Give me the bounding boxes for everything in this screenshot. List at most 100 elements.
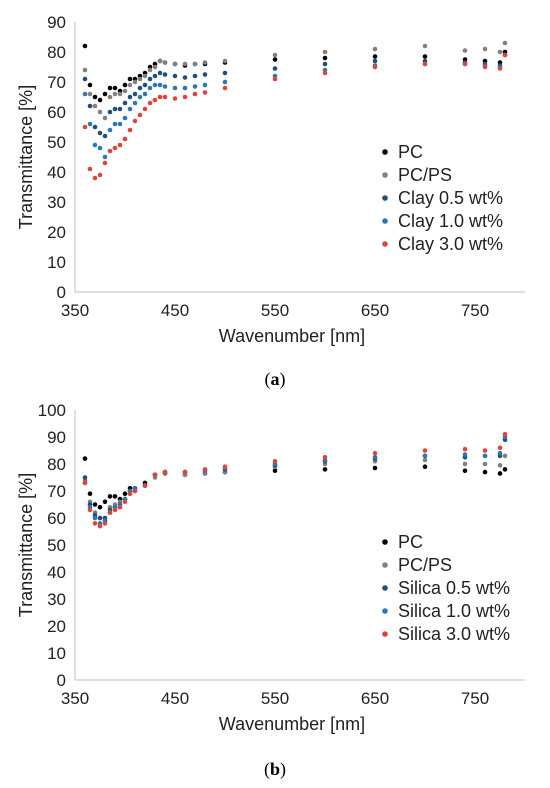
chart-a-series-1-point xyxy=(322,49,328,55)
chart-a-series-3-point xyxy=(222,79,228,85)
chart-a-series-4-point xyxy=(192,91,198,97)
chart-b-legend-marker xyxy=(382,539,388,545)
chart-b-series-0-point xyxy=(92,502,98,507)
chart-b-x-axis-title: Wavenumber [nm] xyxy=(219,714,365,734)
chart-b-series-1-point xyxy=(482,461,488,467)
chart-a-series-2-point xyxy=(152,73,158,79)
chart-a-series-2-point xyxy=(202,72,208,77)
chart-b-series-4-point xyxy=(502,432,508,437)
chart-b-series-4-point xyxy=(142,483,148,488)
chart-a-series-4-point xyxy=(372,64,378,70)
chart-b-series-4-point xyxy=(422,448,428,453)
chart-b-x-tick-label: 350 xyxy=(61,689,89,708)
chart-a-series-1-point xyxy=(422,43,428,49)
chart-b-y-tick-label: 20 xyxy=(47,617,66,636)
chart-b-series-4-point xyxy=(92,521,98,526)
chart-a-series-0-point xyxy=(272,57,278,62)
chart-a-series-1-point xyxy=(202,60,208,65)
chart-a-series-1-point xyxy=(82,67,88,73)
chart-a-series-1-point xyxy=(127,82,133,88)
chart-a-series-1-point xyxy=(272,52,278,58)
chart-b-series-0-point xyxy=(107,494,113,499)
chart-a-series-2-point xyxy=(122,100,128,106)
chart-a-series-0-point xyxy=(422,54,428,59)
chart-b-y-tick-label: 90 xyxy=(47,428,66,447)
chart-a-series-2-point xyxy=(92,124,98,130)
chart-b-series-3-point xyxy=(92,515,98,521)
chart-a-x-tick-label: 750 xyxy=(461,301,489,320)
chart-b-series-0-point xyxy=(82,456,88,461)
chart-b-series-1-point xyxy=(497,463,503,468)
chart-b-series-4-point xyxy=(162,469,168,475)
chart-a-series-3-point xyxy=(122,115,128,121)
chart-b-y-tick-label: 30 xyxy=(47,590,66,609)
chart-b-y-tick-label: 10 xyxy=(47,644,66,663)
chart-b-legend-label: PC/PS xyxy=(398,555,452,575)
chart-a-x-tick-label: 550 xyxy=(261,301,289,320)
chart-a-legend-marker xyxy=(382,241,388,247)
chart-a-series-2-point xyxy=(172,73,178,79)
chart-a-legend-marker xyxy=(382,218,388,224)
chart-a-series-3-point xyxy=(162,84,168,89)
chart-a-series-1-point xyxy=(162,60,168,65)
chart-b-series-0-point xyxy=(87,491,93,497)
chart-b-series-4-point xyxy=(372,450,378,456)
chart-b-series-4-point xyxy=(102,521,108,526)
chart-b-series-4-point xyxy=(97,523,103,529)
chart-a-series-2-point xyxy=(102,133,108,139)
chart-a-series-1-point xyxy=(132,79,138,85)
chart-a-series-3-point xyxy=(147,85,153,91)
chart-a-series-4-point xyxy=(162,94,168,100)
chart-a-series-4-point xyxy=(497,66,503,71)
chart-b-series-1-point xyxy=(422,457,428,463)
chart-b-series-0-point xyxy=(482,469,488,475)
chart-b-series-1-point xyxy=(462,461,468,467)
chart-a-y-tick-label: 90 xyxy=(47,13,66,32)
chart-b-series-0-point xyxy=(272,468,278,474)
chart-a-series-2-point xyxy=(137,85,143,91)
chart-a-series-0-point xyxy=(122,82,128,88)
chart-b-series-3-point xyxy=(422,453,428,459)
chart-a-legend-marker xyxy=(382,172,388,178)
chart-a-series-1-point xyxy=(462,48,468,53)
chart-b-series-0-point xyxy=(462,468,468,474)
chart-a-series-3-point xyxy=(92,142,98,148)
chart-a-series-4-point xyxy=(157,94,163,100)
chart-a-series-4-point xyxy=(127,127,133,133)
chart-a-y-tick-label: 30 xyxy=(47,193,66,212)
chart-b-series-3-point xyxy=(497,450,503,456)
chart-a-legend-marker xyxy=(382,195,388,201)
chart-a-series-3-point xyxy=(132,100,138,106)
chart-a-series-1-point xyxy=(222,58,228,64)
chart-b-series-0-point xyxy=(422,464,428,470)
chart-b-y-tick-label: 40 xyxy=(47,563,66,582)
chart-a-series-3-point xyxy=(87,121,93,127)
chart-a-series-2-point xyxy=(142,82,148,88)
chart-a-y-tick-label: 0 xyxy=(57,283,66,302)
chart-a-series-3-point xyxy=(137,94,143,100)
chart-a-series-1-point xyxy=(137,76,143,82)
chart-a-series-3-point xyxy=(192,84,198,89)
chart-a-series-2-point xyxy=(127,94,133,100)
chart-b-legend-marker xyxy=(382,631,388,637)
chart-a-legend-label: PC/PS xyxy=(398,165,452,185)
chart-a-series-2-point xyxy=(162,72,168,77)
chart-a-y-axis-title: Transmittance [%] xyxy=(16,85,36,229)
chart-a-series-1-point xyxy=(172,61,178,67)
chart-a-series-3-point xyxy=(97,145,103,151)
chart-a-series-2-point xyxy=(322,61,328,67)
chart-b-series-4-point xyxy=(107,510,113,515)
chart-a-series-3-point xyxy=(102,154,108,160)
chart-a-series-1-point xyxy=(97,109,103,115)
chart-a-series-4-point xyxy=(122,136,128,142)
chart-a: 0 10 20 30 40 50 60 70 80 90 350 450 550 650 750 Wavenu… xyxy=(16,13,525,390)
chart-a-series-1-point xyxy=(152,64,158,70)
chart-b-legend-label: Silica 3.0 wt% xyxy=(398,624,510,644)
chart-a-series-4-point xyxy=(132,118,138,124)
chart-a-series-2-point xyxy=(372,58,378,64)
chart-b-series-4-point xyxy=(117,504,123,510)
chart-a-legend-label: Clay 0.5 wt% xyxy=(398,188,503,208)
chart-b-legend-marker xyxy=(382,585,388,591)
chart-b: 0 10 20 30 40 50 60 70 80 90 100 350 450 550 650 750 Wav… xyxy=(16,401,525,780)
chart-a-series-0-point xyxy=(87,82,93,88)
